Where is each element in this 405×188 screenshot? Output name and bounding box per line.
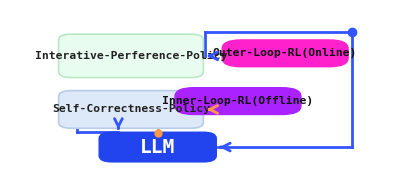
FancyBboxPatch shape: [175, 88, 300, 114]
FancyBboxPatch shape: [99, 133, 215, 161]
FancyBboxPatch shape: [222, 40, 347, 67]
FancyBboxPatch shape: [58, 91, 203, 128]
Text: Interative-Perference-Policy: Interative-Perference-Policy: [35, 51, 227, 61]
Text: Inner-Loop-RL(Offline): Inner-Loop-RL(Offline): [162, 96, 313, 106]
Text: Self-Correctness-Policy: Self-Correctness-Policy: [52, 104, 209, 114]
FancyBboxPatch shape: [58, 34, 203, 78]
Text: LLM: LLM: [140, 138, 175, 157]
Text: Outer-Loop-RL(Online): Outer-Loop-RL(Online): [213, 48, 356, 58]
